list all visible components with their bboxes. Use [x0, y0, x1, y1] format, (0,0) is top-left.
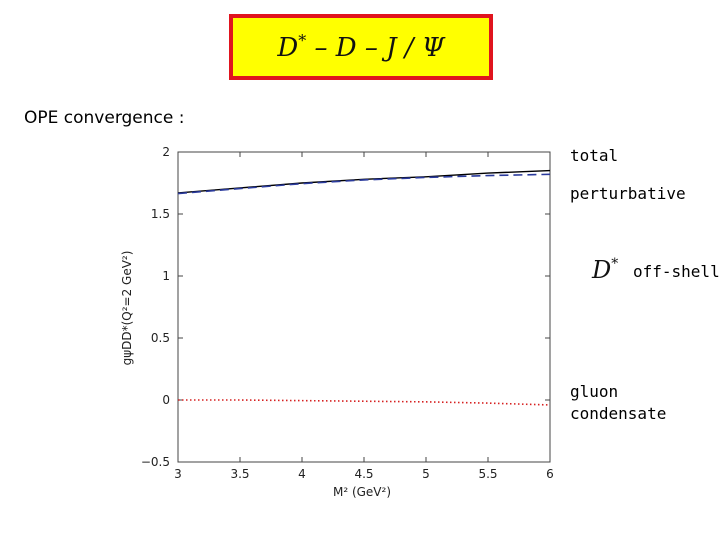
x-tick-label: 5.5 [478, 467, 497, 481]
x-axis-label: M² (GeV²) [333, 485, 391, 499]
y-tick-label: −0.5 [141, 455, 170, 469]
plot-frame [177, 151, 551, 463]
chart-axes: 3 3.5 4 4.5 5 5.5 6 −0.5 0 0.5 1 1.5 2 [141, 145, 554, 481]
dstar-sup: * [611, 256, 619, 272]
y-tick-label: 0.5 [151, 331, 170, 345]
title-main: D [277, 33, 299, 63]
y-tick-label: 0 [162, 393, 170, 407]
section-heading: OPE convergence : [24, 108, 185, 128]
legend-dstar-symbol: D* [592, 256, 618, 284]
legend-offshell: off-shell [633, 262, 720, 281]
y-axis-label: gψDD*(Q²=2 GeV²) [120, 251, 134, 366]
legend-condensate: condensate [570, 404, 667, 423]
x-tick-label: 3 [174, 467, 182, 481]
y-tick-label: 1 [162, 269, 170, 283]
legend-total: total [570, 146, 619, 165]
y-tick-label: 2 [162, 145, 170, 159]
title-box: D* – D – J / Ψ [229, 14, 493, 80]
x-tick-label: 4 [298, 467, 306, 481]
legend-gluon: gluon [570, 382, 619, 401]
series-line-gluon-condensate [178, 399, 551, 406]
x-tick-label: 5 [422, 467, 430, 481]
x-tick-label: 3.5 [230, 467, 249, 481]
series-line-total [177, 169, 551, 194]
series-line-perturbative [177, 173, 551, 195]
title-sup: * [298, 31, 307, 50]
legend-perturbative: perturbative [570, 184, 686, 203]
chart-series [177, 169, 551, 406]
title-rest: – D – J / Ψ [306, 33, 445, 63]
dstar-main: D [592, 256, 612, 284]
diagram-title: D* – D – J / Ψ [277, 31, 444, 63]
x-tick-label: 6 [546, 467, 554, 481]
y-tick-label: 1.5 [151, 207, 170, 221]
x-tick-label: 4.5 [354, 467, 373, 481]
